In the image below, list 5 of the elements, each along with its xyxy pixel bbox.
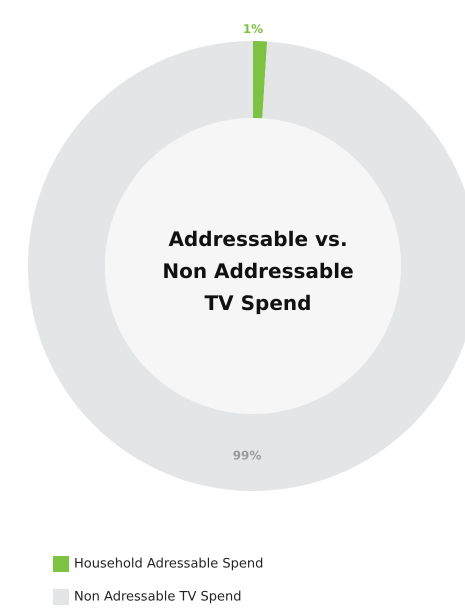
legend-label: Non Adressable TV Spend bbox=[74, 590, 242, 604]
text: Addressable vs. Non Addressable TV Spend bbox=[162, 227, 354, 315]
data-label: 99% bbox=[232, 448, 262, 462]
legend-label: Household Adressable Spend bbox=[74, 556, 264, 572]
data-label: 1% bbox=[242, 22, 264, 36]
